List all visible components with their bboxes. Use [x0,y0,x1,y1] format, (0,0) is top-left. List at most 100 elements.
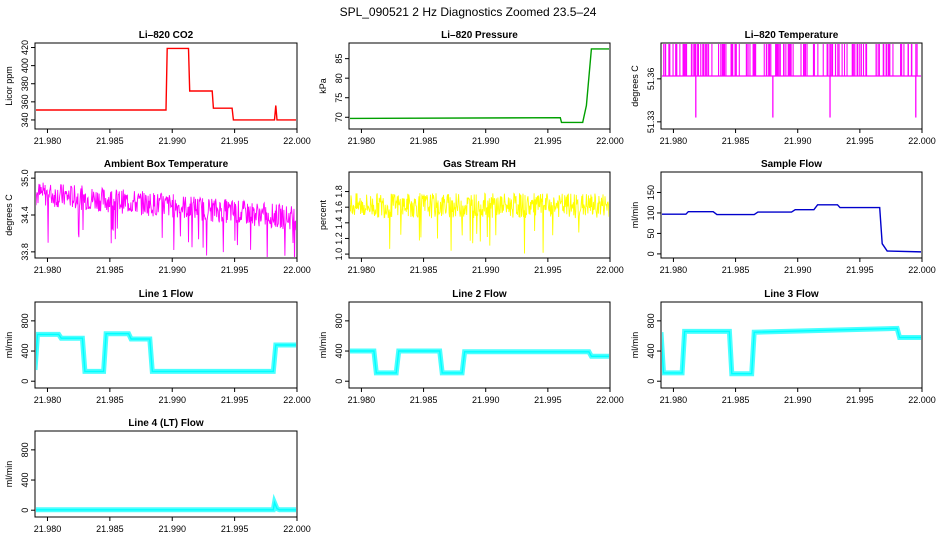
x-tick-label: 21.990 [158,524,186,534]
x-tick-label: 22.000 [908,395,936,405]
x-tick-label: 21.995 [534,265,562,275]
y-tick-label: 360 [20,94,30,109]
y-tick-label: 1.8 [334,185,344,198]
x-tick-label: 22.000 [283,265,311,275]
y-tick-label: 85 [334,54,344,64]
x-tick-label: 21.990 [472,136,500,146]
chart-panel: Ambient Box Temperature 21.980 21.985 21.99… [4,159,311,275]
y-axis-label: ml/min [4,461,14,488]
x-tick-label: 21.980 [660,265,688,275]
chart-panel: Li–820 Pressure 21.980 21.985 21.990 21.995 2… [318,30,624,146]
x-tick-label: 21.980 [660,136,688,146]
plot-frame [34,301,298,389]
figure-title: SPL_090521 2 Hz Diagnostics Zoomed 23.5–… [340,5,597,19]
x-tick-label: 21.980 [660,395,688,405]
y-tick-label: 800 [334,313,344,328]
chart-title: Gas Stream RH [443,159,516,170]
y-axis-label: percent [318,199,328,230]
series-band [36,331,296,374]
chart-panel: Line 2 Flow 21.980 21.985 21.990 21.995 22.00… [318,289,624,405]
x-tick-label: 21.980 [34,136,62,146]
x-tick-label: 22.000 [283,395,311,405]
y-tick-label: 800 [20,313,30,328]
plot-frame [34,42,298,130]
y-tick-label: 34.4 [20,206,30,224]
x-tick-label: 21.980 [34,395,62,405]
y-tick-label: 80 [334,73,344,83]
x-tick-label: 21.990 [784,395,812,405]
series-line [350,192,609,254]
x-tick-label: 22.000 [283,524,311,534]
x-tick-label: 21.995 [221,395,249,405]
x-tick-label: 21.985 [410,265,438,275]
y-tick-label: 150 [646,185,656,200]
plot-frame [34,171,298,259]
series-line [36,182,296,257]
y-axis-label: Licor ppm [4,66,14,106]
chart-title: Li–820 CO2 [139,30,194,41]
x-tick-label: 22.000 [908,136,936,146]
x-tick-label: 21.980 [34,524,62,534]
series-line [662,204,921,253]
x-tick-label: 21.995 [221,136,249,146]
y-tick-label: 100 [646,205,656,220]
x-tick-label: 21.995 [534,136,562,146]
y-tick-label: 0 [20,379,30,384]
x-tick-label: 21.980 [348,136,376,146]
plot-frame [660,301,923,389]
chart-panel: Li–820 CO2 21.980 21.985 21.990 21.995 22.000… [4,30,311,146]
y-tick-label: 1.6 [334,201,344,214]
y-tick-label: 800 [646,313,656,328]
y-axis-label: kPa [318,78,328,94]
series-band [350,348,609,376]
chart-panel: Line 3 Flow 21.980 21.985 21.990 21.995 22.00… [630,289,936,405]
chart-title: Line 3 Flow [764,289,819,300]
x-tick-label: 21.990 [784,136,812,146]
x-tick-label: 21.985 [96,136,124,146]
y-tick-label: 75 [334,93,344,103]
y-tick-label: 33.8 [20,243,30,261]
y-tick-label: 0 [646,379,656,384]
chart-title: Line 2 Flow [452,289,507,300]
chart-panel: Sample Flow 21.980 21.985 21.990 21.995 22.00… [630,159,936,275]
series-band [662,325,921,377]
y-tick-label: 1.4 [334,217,344,230]
y-axis-label: ml/min [4,332,14,359]
x-tick-label: 22.000 [596,395,624,405]
x-tick-label: 22.000 [596,136,624,146]
x-tick-label: 21.990 [472,265,500,275]
plot-frame [348,171,611,259]
chart-title: Li–820 Temperature [745,30,839,41]
chart-title: Line 4 (LT) Flow [128,418,204,429]
y-tick-label: 400 [646,344,656,359]
x-tick-label: 21.990 [472,395,500,405]
x-tick-label: 21.990 [158,136,186,146]
y-axis-label: ml/min [630,332,640,359]
x-tick-label: 21.985 [722,136,750,146]
y-tick-label: 420 [20,40,30,55]
x-tick-label: 21.990 [158,265,186,275]
y-tick-label: 0 [334,379,344,384]
chart-title: Li–820 Pressure [441,30,518,41]
x-tick-label: 21.980 [348,265,376,275]
y-tick-label: 380 [20,76,30,91]
x-tick-label: 21.985 [96,265,124,275]
chart-title: Sample Flow [761,159,822,170]
y-tick-label: 400 [20,58,30,73]
x-tick-label: 21.985 [722,395,750,405]
y-tick-label: 35.0 [20,169,30,187]
y-tick-label: 340 [20,112,30,127]
x-tick-label: 22.000 [596,265,624,275]
x-tick-label: 21.995 [534,395,562,405]
plot-frame [34,430,298,518]
series-line [36,47,296,121]
series-line [350,48,609,124]
x-tick-label: 21.985 [722,265,750,275]
chart-panel: Gas Stream RH 21.980 21.985 21.990 21.995 22.… [318,159,624,275]
x-tick-label: 21.985 [410,136,438,146]
x-tick-label: 22.000 [283,136,311,146]
x-tick-label: 21.995 [846,395,874,405]
x-tick-label: 21.980 [348,395,376,405]
chart-title: Line 1 Flow [139,289,194,300]
